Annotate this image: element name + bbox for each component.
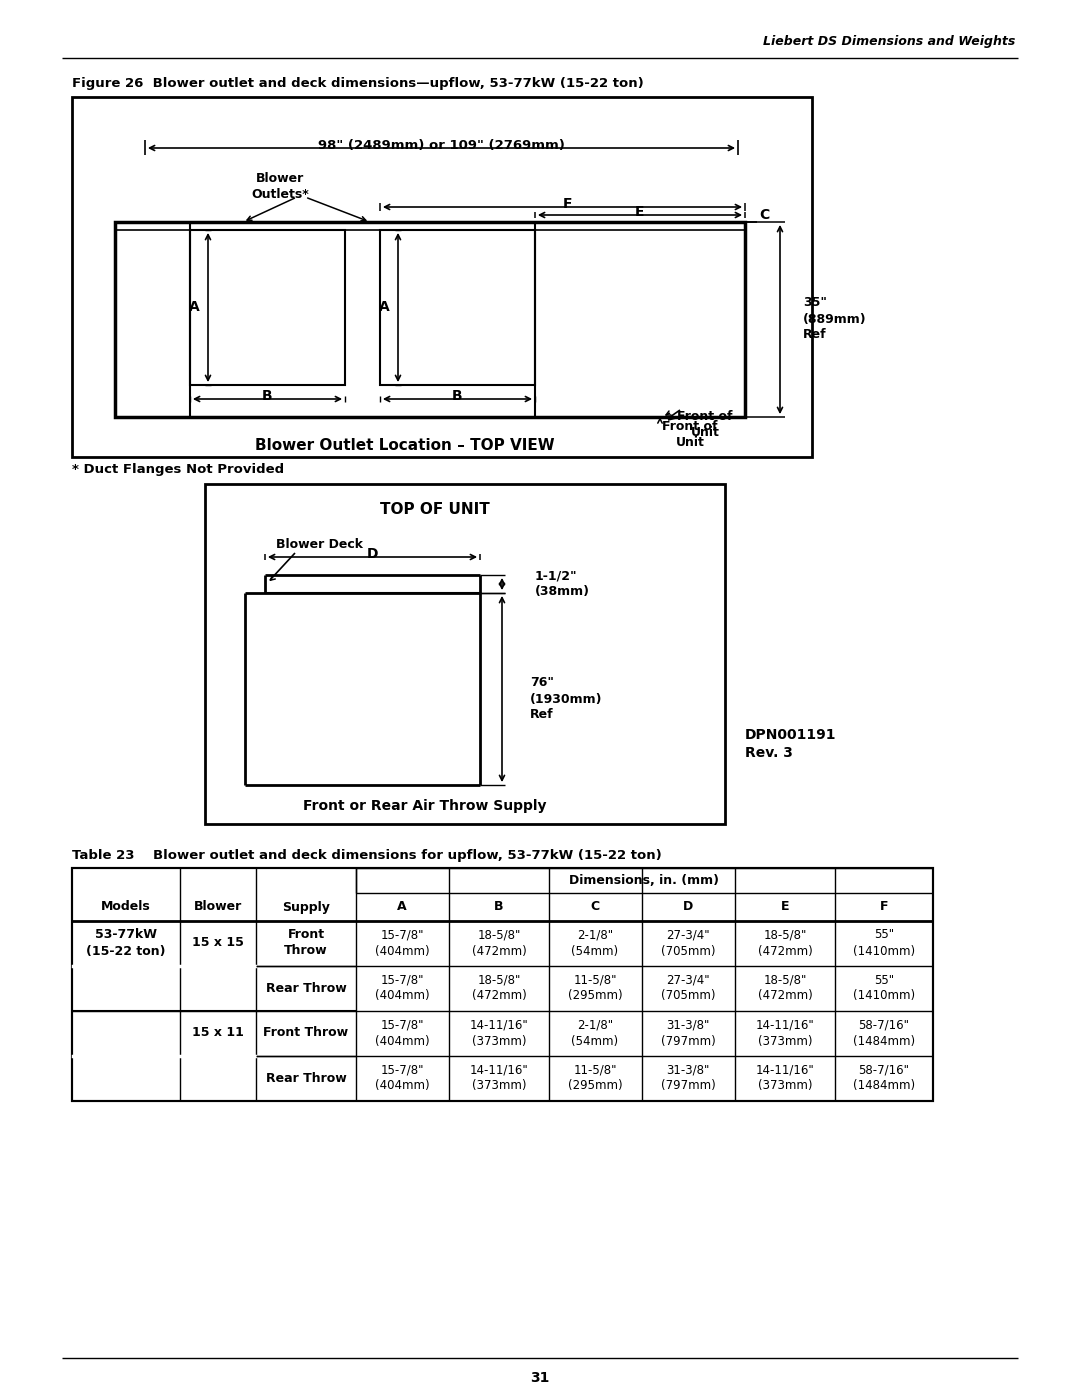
Text: 15-7/8"
(404mm): 15-7/8" (404mm)	[375, 1063, 430, 1092]
Text: Front
Throw: Front Throw	[284, 929, 328, 957]
Text: 15-7/8"
(404mm): 15-7/8" (404mm)	[375, 974, 430, 1003]
Text: 55"
(1410mm): 55" (1410mm)	[853, 929, 915, 957]
Text: B: B	[451, 388, 462, 402]
Text: 53-77kW
(15-22 ton): 53-77kW (15-22 ton)	[86, 929, 165, 957]
Text: * Duct Flanges Not Provided: * Duct Flanges Not Provided	[72, 464, 284, 476]
Text: 14-11/16"
(373mm): 14-11/16" (373mm)	[470, 1063, 528, 1092]
Text: 15 x 11: 15 x 11	[192, 1027, 244, 1039]
Text: Front of
Unit: Front of Unit	[677, 411, 732, 440]
Bar	[190, 231, 345, 386]
Bar	[72, 96, 812, 457]
Text: E: E	[635, 205, 645, 219]
Text: Front Throw: Front Throw	[264, 1027, 349, 1039]
Text: D: D	[366, 548, 378, 562]
Text: 15-7/8"
(404mm): 15-7/8" (404mm)	[375, 929, 430, 957]
Bar	[114, 222, 745, 416]
Text: 31-3/8"
(797mm): 31-3/8" (797mm)	[661, 1063, 715, 1092]
Text: 18-5/8"
(472mm): 18-5/8" (472mm)	[758, 974, 812, 1003]
Text: 15-7/8"
(404mm): 15-7/8" (404mm)	[375, 1018, 430, 1048]
Text: Rear Throw: Rear Throw	[266, 982, 347, 995]
Text: D: D	[683, 901, 693, 914]
Text: Supply: Supply	[282, 901, 329, 914]
Text: 31: 31	[530, 1370, 550, 1384]
Text: 27-3/4"
(705mm): 27-3/4" (705mm)	[661, 929, 715, 957]
Text: 58-7/16"
(1484mm): 58-7/16" (1484mm)	[853, 1063, 915, 1092]
Bar	[205, 483, 725, 824]
Text: 18-5/8"
(472mm): 18-5/8" (472mm)	[472, 929, 526, 957]
Text: 14-11/16"
(373mm): 14-11/16" (373mm)	[756, 1063, 814, 1092]
Bar	[72, 868, 933, 1101]
Text: Blower Deck: Blower Deck	[276, 538, 364, 552]
Text: TOP OF UNIT: TOP OF UNIT	[380, 503, 490, 517]
Text: A: A	[189, 300, 200, 314]
Text: Rear Throw: Rear Throw	[266, 1071, 347, 1084]
Text: 11-5/8"
(295mm): 11-5/8" (295mm)	[568, 974, 622, 1003]
Text: Blower Outlet Location – TOP VIEW: Blower Outlet Location – TOP VIEW	[255, 437, 555, 453]
Text: 31-3/8"
(797mm): 31-3/8" (797mm)	[661, 1018, 715, 1048]
Text: 14-11/16"
(373mm): 14-11/16" (373mm)	[756, 1018, 814, 1048]
Text: DPN001191
Rev. 3: DPN001191 Rev. 3	[745, 728, 837, 760]
Text: Front or Rear Air Throw Supply: Front or Rear Air Throw Supply	[303, 799, 546, 813]
Text: 2-1/8"
(54mm): 2-1/8" (54mm)	[571, 929, 619, 957]
Bar	[72, 868, 933, 1101]
Text: 18-5/8"
(472mm): 18-5/8" (472mm)	[472, 974, 526, 1003]
Text: A: A	[397, 901, 407, 914]
Text: Blower: Blower	[194, 901, 242, 914]
Text: 18-5/8"
(472mm): 18-5/8" (472mm)	[758, 929, 812, 957]
Text: 55"
(1410mm): 55" (1410mm)	[853, 974, 915, 1003]
Text: Figure 26  Blower outlet and deck dimensions—upflow, 53-77kW (15-22 ton): Figure 26 Blower outlet and deck dimensi…	[72, 77, 644, 91]
Text: Models: Models	[102, 901, 151, 914]
Text: F: F	[563, 197, 571, 211]
Text: 27-3/4"
(705mm): 27-3/4" (705mm)	[661, 974, 715, 1003]
Text: 58-7/16"
(1484mm): 58-7/16" (1484mm)	[853, 1018, 915, 1048]
Text: 98" (2489mm) or 109" (2769mm): 98" (2489mm) or 109" (2769mm)	[318, 138, 565, 151]
Text: C: C	[591, 901, 599, 914]
Text: 1-1/2"
(38mm): 1-1/2" (38mm)	[535, 570, 590, 598]
Text: F: F	[880, 901, 888, 914]
Text: B: B	[261, 388, 272, 402]
Text: 2-1/8"
(54mm): 2-1/8" (54mm)	[571, 1018, 619, 1048]
Text: E: E	[781, 901, 789, 914]
Text: Liebert DS Dimensions and Weights: Liebert DS Dimensions and Weights	[762, 35, 1015, 49]
Text: Dimensions, in. (mm): Dimensions, in. (mm)	[569, 873, 719, 887]
Text: 15 x 15: 15 x 15	[192, 936, 244, 950]
Text: Front of
Unit: Front of Unit	[662, 420, 718, 450]
Text: B: B	[495, 901, 503, 914]
Text: 14-11/16"
(373mm): 14-11/16" (373mm)	[470, 1018, 528, 1048]
Text: 11-5/8"
(295mm): 11-5/8" (295mm)	[568, 1063, 622, 1092]
Text: 76"
(1930mm)
Ref: 76" (1930mm) Ref	[530, 676, 603, 721]
Text: Blower
Outlets*: Blower Outlets*	[252, 172, 309, 201]
Text: C: C	[759, 208, 769, 222]
Text: 35"
(889mm)
Ref: 35" (889mm) Ref	[804, 296, 866, 341]
Text: A: A	[379, 300, 390, 314]
Bar	[380, 231, 535, 386]
Text: Table 23    Blower outlet and deck dimensions for upflow, 53-77kW (15-22 ton): Table 23 Blower outlet and deck dimensio…	[72, 849, 662, 862]
